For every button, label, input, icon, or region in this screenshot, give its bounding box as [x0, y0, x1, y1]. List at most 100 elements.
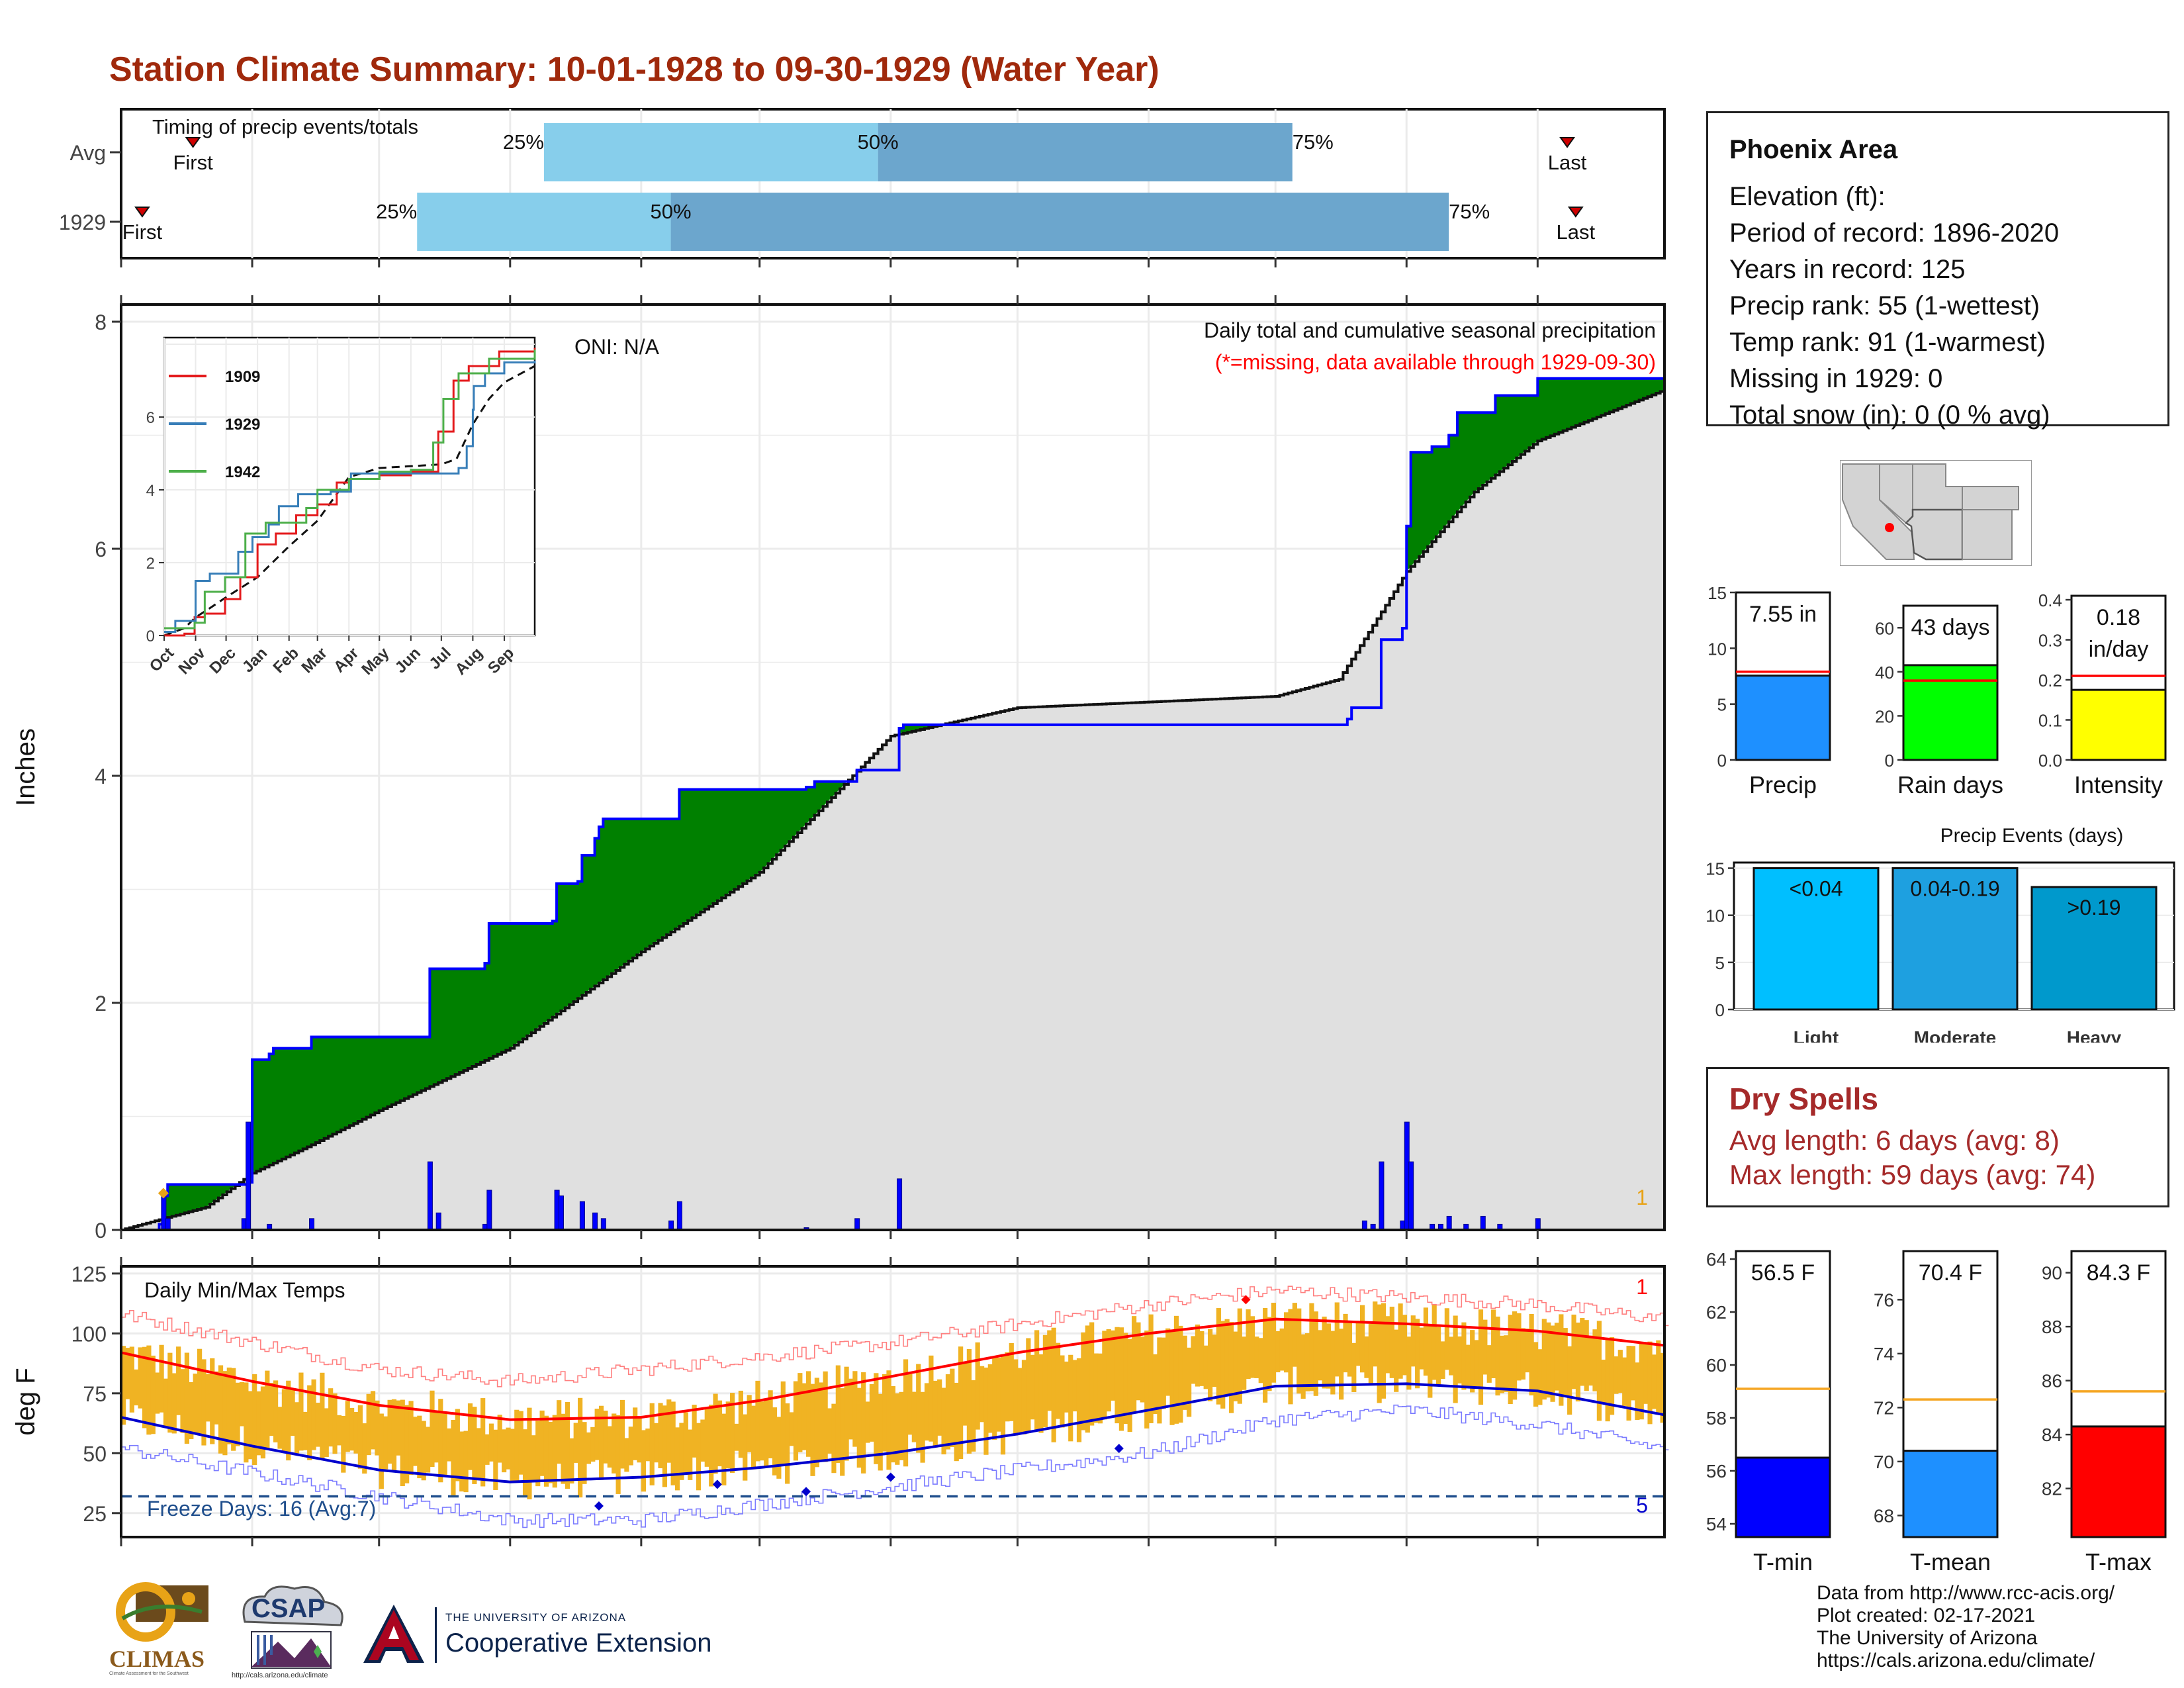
temp-daily-range-bar	[1115, 1327, 1120, 1424]
timing-bar-q1	[417, 193, 671, 251]
station-elevation: Elevation (ft):	[1729, 182, 1886, 211]
precip-above-avg-fill	[717, 789, 722, 901]
precip-above-avg-fill	[1554, 378, 1559, 434]
temp-daily-range-bar	[193, 1374, 198, 1433]
precip-above-avg-fill	[324, 1037, 329, 1139]
temp-daily-range-bar	[184, 1352, 190, 1444]
temp-daily-range-bar	[1148, 1314, 1154, 1423]
precip-above-avg-fill	[1601, 378, 1606, 416]
temp-daily-range-bar	[1102, 1331, 1107, 1420]
precip-total-y-tick-label: 15	[1707, 583, 1727, 603]
precip-above-avg-fill	[412, 1037, 418, 1095]
tmean-bar	[1902, 1450, 1999, 1538]
temp-daily-range-bar	[1076, 1358, 1082, 1442]
temp-daily-range-bar	[370, 1391, 376, 1450]
temp-daily-range-bar	[1457, 1336, 1463, 1383]
timing-first-label: First	[173, 151, 213, 174]
precip-total-y-tick-label: 5	[1717, 695, 1727, 715]
temp-daily-range-bar	[1529, 1313, 1534, 1395]
dry-spells-max: Max length: 59 days (avg: 74)	[1729, 1159, 2096, 1190]
temp-daily-range-bar	[920, 1391, 925, 1463]
precip-daily-bar	[1446, 1215, 1452, 1231]
temp-daily-range-bar	[641, 1430, 647, 1492]
tmin-y-tick-label: 64	[1706, 1249, 1727, 1270]
precip-above-avg-fill	[539, 923, 545, 1027]
temp-daily-range-bar	[1635, 1362, 1640, 1420]
temp-daily-range-bar	[882, 1374, 887, 1452]
temp-daily-range-bar	[1267, 1317, 1272, 1391]
precip-above-avg-fill	[806, 787, 811, 824]
temp-daily-range-bar	[1440, 1341, 1445, 1380]
precip-corner-label: 1	[1636, 1186, 1648, 1209]
csap-emblem	[242, 1585, 343, 1669]
tmean-y-tick-label: 68	[1874, 1505, 1894, 1526]
precip-above-avg-fill	[506, 923, 511, 1051]
precip-above-avg-fill	[396, 1037, 401, 1103]
tmin-bar	[1735, 1456, 1831, 1538]
temp-daily-range-bar	[945, 1374, 951, 1450]
temp-daily-range-bar	[269, 1383, 274, 1436]
precip-above-avg-fill	[679, 789, 684, 927]
temp-daily-range-bar	[1212, 1335, 1217, 1387]
temp-daily-range-bar	[603, 1411, 608, 1464]
precip-above-avg-fill	[1575, 378, 1580, 426]
precip-above-avg-fill	[362, 1037, 367, 1119]
temp-daily-range-bar	[1093, 1353, 1099, 1423]
temp-daily-range-bar	[730, 1393, 735, 1474]
temp-daily-range-bar	[1220, 1321, 1226, 1409]
temp-daily-range-bar	[1643, 1342, 1649, 1404]
temp-daily-range-bar	[1309, 1303, 1314, 1391]
temp-daily-range-bar	[125, 1348, 130, 1399]
tmin-y-tick-label: 62	[1706, 1302, 1727, 1323]
precip-above-avg-fill	[302, 1048, 308, 1149]
inset-series-line-1942	[164, 350, 536, 630]
temp-daily-range-bar	[1157, 1337, 1162, 1424]
precip-above-avg-fill	[759, 789, 764, 872]
temp-daily-range-bar	[210, 1358, 215, 1444]
precip-above-avg-fill	[1512, 395, 1517, 461]
temp-daily-range-bar	[273, 1380, 279, 1442]
temp-avg-min-line	[120, 1382, 1665, 1483]
temp-daily-range-bar	[1550, 1325, 1555, 1402]
temp-daily-range-bar	[582, 1422, 587, 1484]
temp-y-tick-label: 125	[71, 1262, 107, 1286]
temp-daily-range-bar	[1461, 1322, 1467, 1390]
precip-above-avg-fill	[336, 1037, 341, 1133]
temp-daily-range-bar	[1339, 1329, 1344, 1400]
precip-daily-bar	[676, 1201, 682, 1231]
temp-daily-range-bar	[869, 1383, 875, 1442]
temp-daily-range-bar	[1064, 1361, 1069, 1413]
precip-above-avg-fill	[451, 968, 456, 1077]
precip-above-avg-fill	[426, 1037, 430, 1089]
precip-above-avg-fill	[578, 881, 583, 999]
temp-daily-range-bar	[1495, 1316, 1500, 1396]
temp-daily-range-bar	[619, 1399, 625, 1469]
temp-daily-range-bar	[302, 1411, 308, 1450]
station-location-dot	[1885, 523, 1894, 532]
temp-daily-range-bar	[1055, 1342, 1061, 1419]
temp-daily-range-bar	[146, 1345, 152, 1435]
temp-daily-range-bar	[1081, 1332, 1086, 1430]
precip-above-avg-fill	[277, 1048, 283, 1161]
precip-above-avg-fill	[641, 819, 646, 952]
temp-daily-range-bar	[738, 1390, 743, 1458]
precip-events-y-tick-label: 5	[1715, 953, 1725, 973]
temp-daily-range-bar	[633, 1407, 638, 1460]
temp-daily-range-bar	[903, 1359, 909, 1467]
temp-daily-range-bar	[1279, 1328, 1285, 1371]
precip-summary-bars: 0 5 10 15 7.55 in Precip 0 20 40 60 43 days Rain da…	[1707, 583, 2167, 798]
precip-above-avg-fill	[797, 789, 803, 833]
precip-above-avg-fill	[1635, 378, 1640, 402]
temp-daily-range-bar	[1118, 1327, 1124, 1431]
precip-above-avg-fill	[1643, 378, 1649, 399]
temp-daily-range-bar	[747, 1395, 752, 1452]
temp-daily-range-bar	[979, 1366, 985, 1423]
precip-above-avg-fill	[455, 968, 460, 1075]
temp-daily-range-bar	[167, 1352, 173, 1433]
oni-label: ONI: N/A	[574, 335, 660, 359]
temp-daily-range-bar	[260, 1386, 266, 1459]
freeze-days-label: Freeze Days: 16 (Avg:7)	[147, 1497, 376, 1521]
temp-daily-range-bar	[992, 1358, 997, 1440]
tmin-value-label: 56.5 F	[1751, 1260, 1815, 1286]
temp-daily-range-bar	[1504, 1335, 1509, 1392]
